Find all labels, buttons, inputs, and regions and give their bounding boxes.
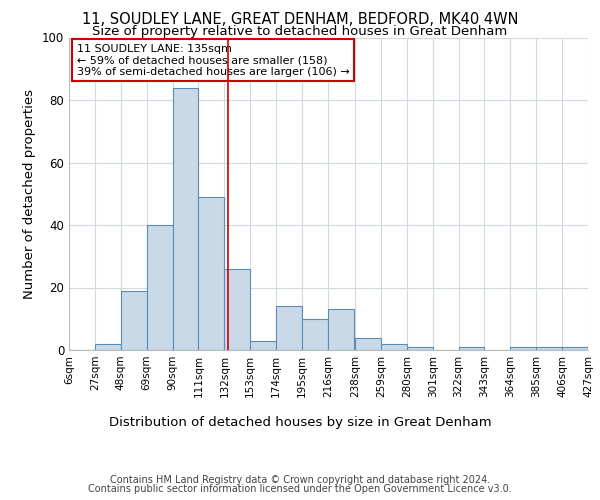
Bar: [276, 306, 302, 350]
Bar: [173, 88, 199, 350]
Bar: [536, 347, 562, 350]
Bar: [302, 319, 328, 350]
Text: Contains public sector information licensed under the Open Government Licence v3: Contains public sector information licen…: [88, 484, 512, 494]
Text: Contains HM Land Registry data © Crown copyright and database right 2024.: Contains HM Land Registry data © Crown c…: [110, 475, 490, 485]
Bar: [95, 344, 121, 350]
Bar: [381, 344, 407, 350]
Text: 11, SOUDLEY LANE, GREAT DENHAM, BEDFORD, MK40 4WN: 11, SOUDLEY LANE, GREAT DENHAM, BEDFORD,…: [82, 12, 518, 28]
Bar: [458, 347, 484, 350]
Bar: [250, 340, 276, 350]
Bar: [407, 347, 433, 350]
Text: Distribution of detached houses by size in Great Denham: Distribution of detached houses by size …: [109, 416, 491, 429]
Text: Size of property relative to detached houses in Great Denham: Size of property relative to detached ho…: [92, 25, 508, 38]
Bar: [355, 338, 381, 350]
Bar: [121, 290, 146, 350]
Bar: [511, 347, 536, 350]
Y-axis label: Number of detached properties: Number of detached properties: [23, 89, 37, 298]
Bar: [224, 269, 250, 350]
Text: 11 SOUDLEY LANE: 135sqm
← 59% of detached houses are smaller (158)
39% of semi-d: 11 SOUDLEY LANE: 135sqm ← 59% of detache…: [77, 44, 350, 77]
Bar: [199, 197, 224, 350]
Bar: [562, 347, 588, 350]
Bar: [146, 225, 173, 350]
Bar: [328, 310, 354, 350]
